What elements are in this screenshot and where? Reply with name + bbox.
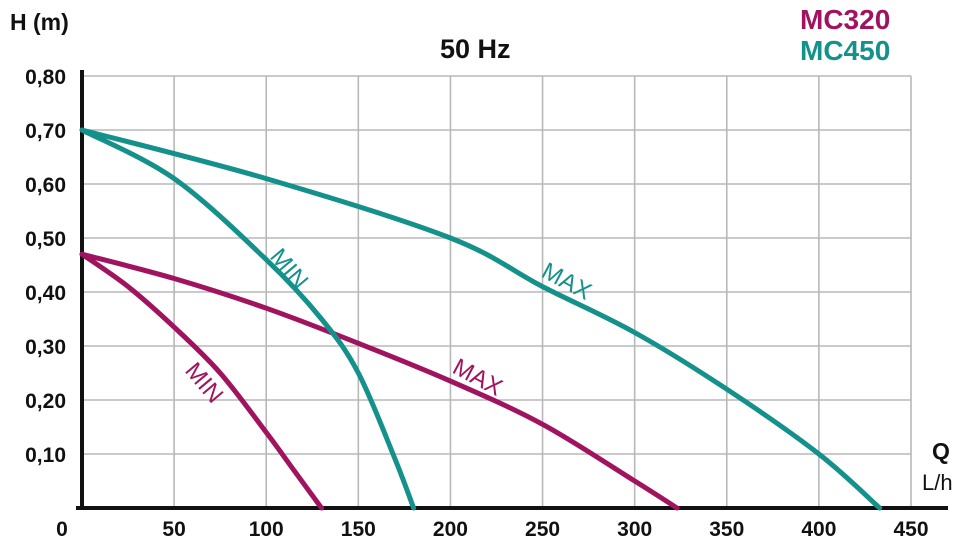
axes: [76, 70, 948, 510]
grid: [82, 75, 912, 508]
curve-mc450-max: [79, 127, 883, 511]
y-axis-label: H (m): [10, 9, 69, 35]
x-tick-label: 200: [433, 518, 468, 541]
x-axis-label: Q: [932, 438, 950, 464]
label-mc320-min: MIN: [179, 358, 228, 409]
y-tick-label: 0,30: [25, 336, 66, 359]
y-tick-label: 0,80: [25, 66, 66, 89]
x-tick-label: 50: [162, 518, 185, 541]
y-tick-label: 0,60: [25, 174, 66, 197]
chart-title: 50 Hz: [440, 34, 511, 64]
y-tick-label: 0,20: [25, 390, 66, 413]
x-tick-label: 250: [525, 518, 560, 541]
y-tick-label: 0,50: [25, 228, 66, 251]
curve-mc320-max: [79, 251, 680, 511]
tick-labels: 0,10 0,20 0,30 0,40 0,50 0,60 0,70 0,80 0 50 100 15…: [25, 66, 928, 541]
curves: [79, 127, 883, 511]
x-tick-label: 0: [56, 518, 68, 541]
legend-mc450: MC450: [800, 35, 890, 66]
legend-mc320: MC320: [800, 4, 890, 35]
x-tick-label: 450: [893, 518, 928, 541]
y-tick-label: 0,10: [25, 444, 66, 467]
y-tick-label: 0,40: [25, 282, 66, 305]
x-tick-label: 150: [341, 518, 376, 541]
x-tick-label: 100: [249, 518, 284, 541]
x-tick-label: 350: [709, 518, 744, 541]
x-tick-label: 300: [617, 518, 652, 541]
y-tick-label: 0,70: [25, 120, 66, 143]
curve-mc450-min: [79, 127, 417, 511]
x-tick-label: 400: [801, 518, 836, 541]
x-axis-unit: L/h: [922, 470, 953, 495]
label-mc450-min: MIN: [264, 244, 313, 295]
curve-mc320-min: [79, 251, 324, 511]
